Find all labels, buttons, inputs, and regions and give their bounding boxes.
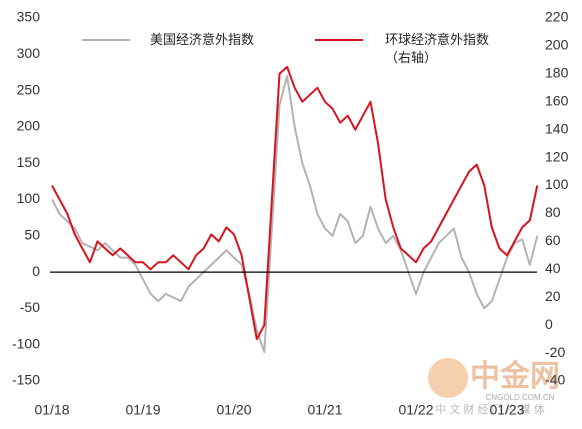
y-tick-label: 300 bbox=[17, 45, 41, 61]
y2-tick-label: 180 bbox=[545, 65, 569, 81]
y2-tick-label: 60 bbox=[545, 232, 561, 248]
x-tick-label: 01/21 bbox=[307, 402, 342, 418]
y2-tick-label: 40 bbox=[545, 260, 561, 276]
y2-tick-label: 140 bbox=[545, 120, 569, 136]
y2-tick-label: 160 bbox=[545, 92, 569, 108]
y-tick-label: 150 bbox=[17, 154, 41, 170]
x-tick-label: 01/18 bbox=[34, 402, 69, 418]
y-tick-label: 50 bbox=[24, 227, 40, 243]
y2-tick-label: -40 bbox=[545, 372, 565, 388]
x-tick-label: 01/20 bbox=[216, 402, 251, 418]
watermark-brand: 中金网 bbox=[470, 359, 560, 393]
series-line bbox=[51, 65, 539, 341]
watermark-slogan: 中 文 财 经 门 户 媒 体 bbox=[435, 402, 544, 416]
legend-label: 环球经济意外指数（右轴） bbox=[385, 32, 490, 65]
y2-tick-label: 100 bbox=[545, 176, 569, 192]
y-tick-label: 250 bbox=[17, 81, 41, 97]
watermark-url: CNGOLD.COM.CN bbox=[486, 393, 555, 402]
series-line bbox=[51, 75, 539, 353]
y-tick-label: -100 bbox=[12, 335, 40, 351]
y2-tick-label: 200 bbox=[545, 37, 569, 53]
y2-tick-label: 220 bbox=[545, 9, 569, 25]
y-tick-label: -150 bbox=[12, 372, 40, 388]
y-tick-label: -50 bbox=[20, 299, 40, 315]
y2-tick-label: 0 bbox=[545, 316, 553, 332]
watermark-logo bbox=[428, 358, 468, 398]
x-tick-label: 01/23 bbox=[489, 402, 524, 418]
legend-label: 美国经济意外指数 bbox=[150, 32, 255, 47]
x-tick-label: 01/22 bbox=[398, 402, 433, 418]
y2-tick-label: 80 bbox=[545, 204, 561, 220]
y-tick-label: 200 bbox=[17, 118, 41, 134]
y-tick-label: 350 bbox=[17, 9, 41, 25]
y-tick-label: 0 bbox=[32, 263, 40, 279]
y2-tick-label: 120 bbox=[545, 148, 569, 164]
x-tick-label: 01/19 bbox=[125, 402, 160, 418]
y-tick-label: 100 bbox=[17, 190, 41, 206]
y2-tick-label: -20 bbox=[545, 344, 565, 360]
y2-tick-label: 20 bbox=[545, 288, 561, 304]
